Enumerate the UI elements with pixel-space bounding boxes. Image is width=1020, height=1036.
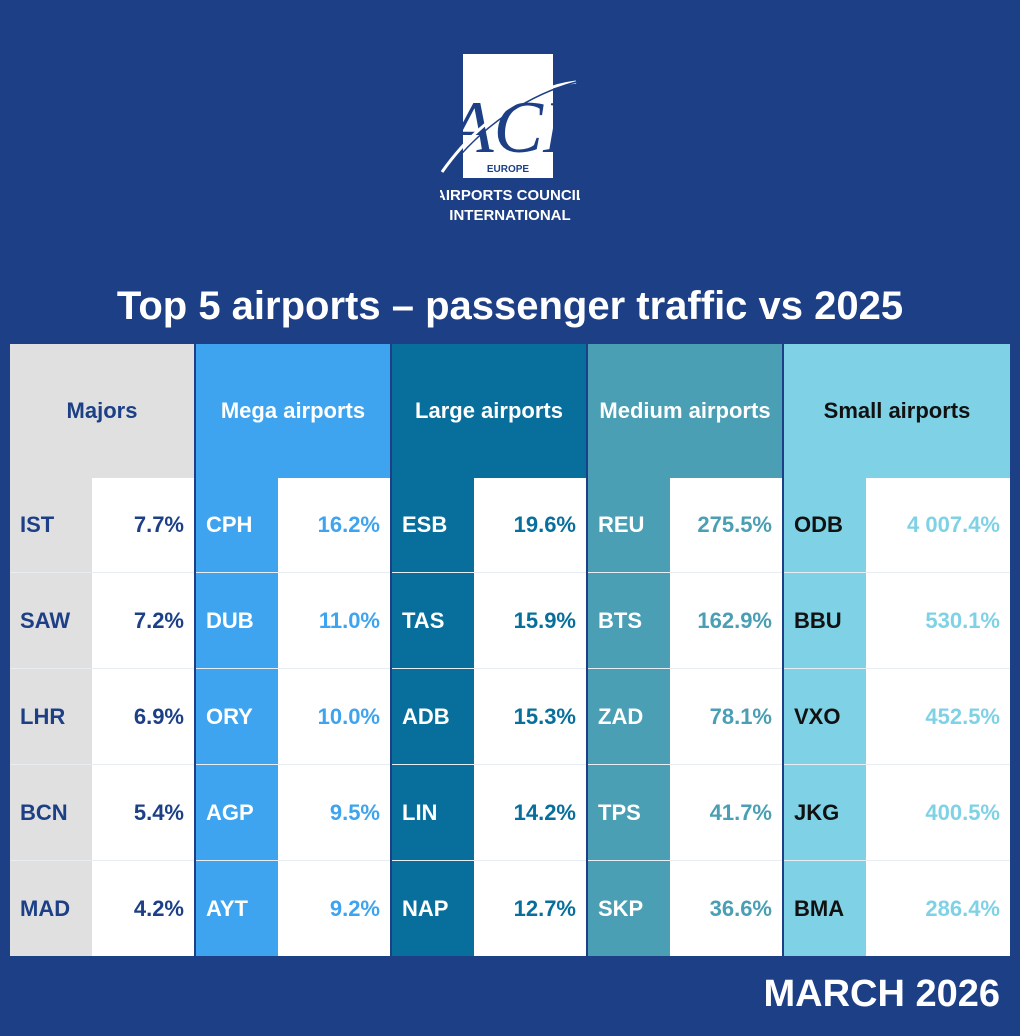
column-mega: Mega airports CPH 16.2% DUB 11.0% ORY 10.0%… — [196, 344, 390, 956]
traffic-change: 9.2% — [278, 861, 390, 956]
airport-code: AGP — [196, 765, 278, 860]
table-row: SKP 36.6% — [588, 860, 782, 956]
airport-code: TPS — [588, 765, 670, 860]
table-row: IST 7.7% — [10, 478, 194, 572]
airport-code: CPH — [196, 478, 278, 572]
traffic-change: 36.6% — [670, 861, 782, 956]
table-row: AYT 9.2% — [196, 860, 390, 956]
table-row: ADB 15.3% — [392, 668, 586, 764]
column-majors: Majors IST 7.7% SAW 7.2% LHR 6.9% BCN 5.4% M… — [10, 344, 194, 956]
table-row: AGP 9.5% — [196, 764, 390, 860]
airport-code: SAW — [10, 573, 92, 668]
traffic-change: 400.5% — [866, 765, 1010, 860]
traffic-change: 530.1% — [866, 573, 1010, 668]
airport-code: ADB — [392, 669, 474, 764]
logo-box — [463, 54, 553, 178]
table-row: MAD 4.2% — [10, 860, 194, 956]
table-row: LHR 6.9% — [10, 668, 194, 764]
airport-code: NAP — [392, 861, 474, 956]
table-row: BMA 286.4% — [784, 860, 1010, 956]
logo-swoosh-inner — [447, 81, 577, 171]
table-row: BTS 162.9% — [588, 572, 782, 668]
traffic-change: 14.2% — [474, 765, 586, 860]
traffic-change: 9.5% — [278, 765, 390, 860]
table-row: BBU 530.1% — [784, 572, 1010, 668]
airport-code: JKG — [784, 765, 866, 860]
table-row: DUB 11.0% — [196, 572, 390, 668]
table-row: JKG 400.5% — [784, 764, 1010, 860]
airport-code: ORY — [196, 669, 278, 764]
traffic-change: 162.9% — [670, 573, 782, 668]
table-row: LIN 14.2% — [392, 764, 586, 860]
header-large: Large airports — [392, 344, 586, 478]
report-date: MARCH 2026 — [763, 973, 1000, 1015]
airport-code: BMA — [784, 861, 866, 956]
traffic-change: 10.0% — [278, 669, 390, 764]
table-row: ORY 10.0% — [196, 668, 390, 764]
table-row: ZAD 78.1% — [588, 668, 782, 764]
airport-code: LHR — [10, 669, 92, 764]
column-small: Small airports ODB 4 007.4% BBU 530.1% VXO… — [784, 344, 1010, 956]
airport-code: LIN — [392, 765, 474, 860]
traffic-change: 15.3% — [474, 669, 586, 764]
traffic-change: 16.2% — [278, 478, 390, 572]
logo-line1: AIRPORTS COUNCIL — [440, 187, 580, 204]
table-row: ODB 4 007.4% — [784, 478, 1010, 572]
page-title: Top 5 airports – passenger traffic vs 20… — [116, 284, 904, 328]
header-majors: Majors — [10, 344, 194, 478]
airport-code: SKP — [588, 861, 670, 956]
traffic-change: 7.2% — [92, 573, 194, 668]
logo-line2: INTERNATIONAL — [449, 207, 570, 224]
traffic-change: 275.5% — [670, 478, 782, 572]
airport-code: ESB — [392, 478, 474, 572]
logo-mark: ACI — [443, 87, 571, 169]
traffic-change: 4.2% — [92, 861, 194, 956]
logo-sub: EUROPE — [487, 164, 530, 175]
table-row: REU 275.5% — [588, 478, 782, 572]
airport-code: ZAD — [588, 669, 670, 764]
airport-code: MAD — [10, 861, 92, 956]
airport-code: BCN — [10, 765, 92, 860]
airport-code: VXO — [784, 669, 866, 764]
traffic-change: 19.6% — [474, 478, 586, 572]
table-row: BCN 5.4% — [10, 764, 194, 860]
airport-code: AYT — [196, 861, 278, 956]
traffic-change: 452.5% — [866, 669, 1010, 764]
traffic-change: 286.4% — [866, 861, 1010, 956]
traffic-change: 11.0% — [278, 573, 390, 668]
traffic-change: 7.7% — [92, 478, 194, 572]
table-row: TPS 41.7% — [588, 764, 782, 860]
header-mega: Mega airports — [196, 344, 390, 478]
traffic-change: 12.7% — [474, 861, 586, 956]
airports-table: Majors IST 7.7% SAW 7.2% LHR 6.9% BCN 5.4% M… — [10, 344, 1010, 956]
traffic-change: 4 007.4% — [866, 478, 1010, 572]
airport-code: BBU — [784, 573, 866, 668]
table-row: CPH 16.2% — [196, 478, 390, 572]
table-row: VXO 452.5% — [784, 668, 1010, 764]
column-medium: Medium airports REU 275.5% BTS 162.9% ZAD 7… — [588, 344, 782, 956]
airport-code: IST — [10, 478, 92, 572]
traffic-change: 6.9% — [92, 669, 194, 764]
airport-code: REU — [588, 478, 670, 572]
table-row: NAP 12.7% — [392, 860, 586, 956]
table-row: TAS 15.9% — [392, 572, 586, 668]
aci-europe-logo: ACI EUROPE AIRPORTS COUNCIL INTERNATIONA… — [435, 48, 585, 228]
traffic-change: 78.1% — [670, 669, 782, 764]
airport-code: DUB — [196, 573, 278, 668]
traffic-change: 41.7% — [670, 765, 782, 860]
header-medium: Medium airports — [588, 344, 782, 478]
column-large: Large airports ESB 19.6% TAS 15.9% ADB 15.3… — [392, 344, 586, 956]
traffic-change: 5.4% — [92, 765, 194, 860]
traffic-change: 15.9% — [474, 573, 586, 668]
airport-code: TAS — [392, 573, 474, 668]
airport-code: ODB — [784, 478, 866, 572]
header-small: Small airports — [784, 344, 1010, 478]
table-row: SAW 7.2% — [10, 572, 194, 668]
logo-swoosh — [440, 80, 577, 173]
table-row: ESB 19.6% — [392, 478, 586, 572]
airport-code: BTS — [588, 573, 670, 668]
